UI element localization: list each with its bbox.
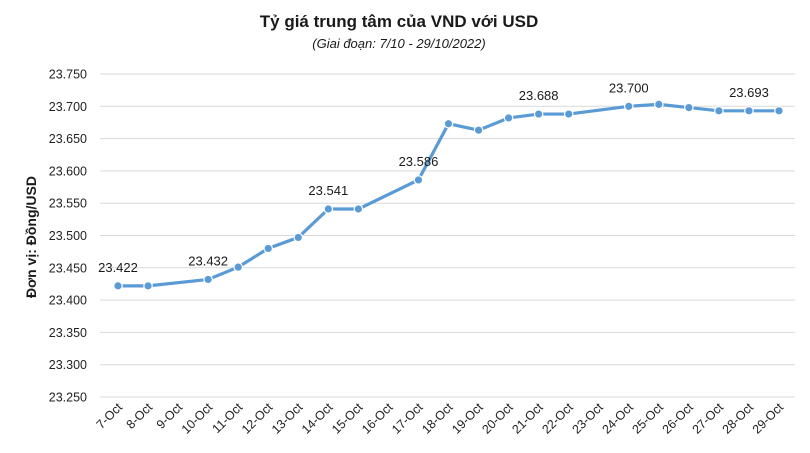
data-label: 23.586: [399, 154, 439, 169]
data-point: [203, 274, 213, 285]
data-point: [774, 106, 784, 116]
data-point: [263, 243, 274, 254]
y-tick-label: 23.550: [49, 197, 87, 211]
x-tick-label: 26-Oct: [660, 400, 697, 437]
chart-title: Tỷ giá trung tâm của VND với USD: [260, 12, 538, 31]
x-tick-label: 8-Oct: [124, 400, 156, 432]
x-tick-label: 16-Oct: [359, 400, 396, 437]
x-axis-ticks: 7-Oct8-Oct9-Oct10-Oct11-Oct12-Oct13-Oct1…: [94, 400, 787, 437]
x-tick-label: 20-Oct: [479, 400, 516, 437]
x-tick-label: 29-Oct: [750, 400, 787, 437]
data-point: [714, 106, 724, 116]
x-tick-label: 17-Oct: [389, 400, 426, 437]
x-tick-label: 13-Oct: [269, 400, 306, 437]
data-label: 23.693: [729, 85, 769, 100]
series-group: [113, 99, 784, 291]
x-tick-label: 27-Oct: [690, 400, 727, 437]
data-point: [473, 125, 484, 136]
x-tick-label: 12-Oct: [239, 400, 276, 437]
data-label: 23.432: [188, 253, 228, 268]
x-tick-label: 22-Oct: [539, 400, 576, 437]
data-label: 23.688: [519, 88, 559, 103]
gridlines: [100, 73, 795, 398]
data-label: 23.541: [308, 183, 348, 198]
series-line: [116, 102, 781, 288]
chart-subtitle: (Giai đoạn: 7/10 - 29/10/2022): [312, 36, 485, 51]
y-axis-label: Đơn vị: Đồng/USD: [23, 176, 39, 298]
x-tick-label: 28-Oct: [720, 400, 757, 437]
y-tick-label: 23.300: [49, 358, 87, 372]
x-tick-label: 23-Oct: [569, 400, 606, 437]
data-point: [323, 204, 334, 214]
data-point: [413, 175, 424, 185]
y-tick-label: 23.450: [49, 261, 87, 275]
x-tick-label: 24-Oct: [599, 400, 636, 437]
data-point: [293, 232, 304, 243]
y-tick-label: 23.700: [49, 100, 87, 114]
data-labels: 23.422 23.432 23.541 23.586 23.688 23.700 23.6…: [98, 80, 769, 275]
data-point: [353, 204, 364, 214]
x-tick-label: 14-Oct: [299, 400, 336, 437]
data-point: [744, 106, 754, 116]
data-point: [233, 262, 243, 272]
x-tick-label: 21-Oct: [509, 400, 546, 437]
x-tick-label: 19-Oct: [449, 400, 486, 437]
y-tick-label: 23.350: [49, 326, 87, 340]
y-tick-label: 23.250: [49, 391, 87, 405]
x-tick-label: 15-Oct: [329, 400, 366, 437]
data-point: [503, 113, 514, 123]
y-tick-label: 23.650: [49, 132, 87, 146]
y-tick-label: 23.500: [49, 229, 87, 243]
data-point: [113, 281, 123, 291]
data-point: [143, 281, 153, 291]
data-point: [563, 109, 574, 119]
x-tick-label: 18-Oct: [419, 400, 456, 437]
y-axis-ticks: 23.750 23.700 23.650 23.600 23.550 23.500 23.4…: [49, 68, 87, 405]
y-tick-label: 23.600: [49, 164, 87, 178]
data-point: [623, 101, 634, 112]
x-tick-label: 7-Oct: [94, 400, 126, 432]
data-label: 23.422: [98, 260, 138, 275]
x-tick-label: 10-Oct: [179, 400, 216, 437]
y-tick-label: 23.400: [49, 294, 87, 308]
data-point: [654, 99, 664, 110]
y-tick-label: 23.750: [49, 68, 87, 82]
data-point: [684, 102, 694, 113]
x-tick-label: 25-Oct: [630, 400, 667, 437]
data-point: [443, 118, 454, 129]
x-tick-label: 11-Oct: [210, 400, 246, 436]
data-point: [533, 109, 544, 119]
data-label: 23.700: [609, 80, 649, 95]
